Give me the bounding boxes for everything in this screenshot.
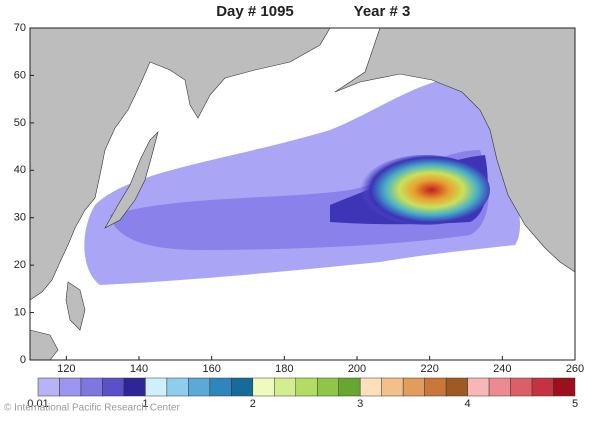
japan (104, 131, 159, 229)
colorbar-label: 5 (572, 398, 578, 410)
debris-mid (110, 150, 489, 250)
borneo (30, 329, 59, 360)
axes: 120 140 160 180 200 220 240 260 0 10 20 30 40 50 60 70 (14, 22, 584, 375)
y-tick-label: 60 (14, 69, 26, 81)
x-tick-label: 260 (566, 363, 584, 375)
colorbar-swatch (531, 377, 554, 397)
colorbar-label: 3 (357, 398, 363, 410)
x-tick-label: 200 (348, 363, 366, 375)
map-frame (29, 27, 576, 361)
colorbar-swatch (338, 377, 361, 397)
colorbar-swatch (381, 377, 404, 397)
y-tick-label: 70 (14, 22, 26, 34)
colorbar-label: 0.01 (27, 398, 48, 410)
debris-hotspot (360, 155, 490, 225)
colorbar-swatch (145, 377, 168, 397)
x-tick-label: 140 (130, 363, 148, 375)
colorbar-swatch (166, 377, 189, 397)
colorbar-label: 4 (465, 398, 471, 410)
y-tick-label: 30 (14, 212, 26, 224)
credit: © International Pacific Research Center (4, 403, 180, 414)
colorbar-swatch (274, 377, 297, 397)
year-label: Year # 3 (354, 3, 411, 20)
colorbar-swatch (59, 377, 82, 397)
colorbar-swatch (316, 377, 339, 397)
asia (30, 28, 331, 301)
colorbar-swatch (359, 377, 382, 397)
y-tick-label: 40 (14, 164, 26, 176)
colorbar-swatch (488, 377, 511, 397)
colorbar-swatch (102, 377, 125, 397)
colorbar-swatch (402, 377, 425, 397)
day-label: Day # 1095 (216, 3, 294, 20)
y-tick-label: 0 (20, 354, 26, 366)
colorbar-swatch (123, 377, 146, 397)
colorbar-label: 2 (250, 398, 256, 410)
y-tick-label: 10 (14, 306, 26, 318)
x-tick-label: 240 (493, 363, 511, 375)
philippines (65, 281, 86, 331)
x-tick-label: 160 (202, 363, 220, 375)
colorbar-swatch (553, 377, 576, 397)
x-tick-label: 220 (420, 363, 438, 375)
colorbar-swatch (231, 377, 254, 397)
colorbar-swatch (467, 377, 490, 397)
colorbar-swatch (445, 377, 468, 397)
colorbar-swatch (295, 377, 318, 397)
y-tick-label: 50 (14, 117, 26, 129)
x-tick-label: 120 (57, 363, 75, 375)
colorbar-swatch (80, 377, 103, 397)
colorbar-label: 1 (142, 398, 148, 410)
colorbar-swatch (209, 377, 232, 397)
colorbar-swatch (188, 377, 211, 397)
colorbar-swatch (424, 377, 447, 397)
north-america (334, 28, 575, 273)
x-tick-label: 180 (275, 363, 293, 375)
y-tick-label: 20 (14, 259, 26, 271)
colorbar: 0.01 1 2 3 4 5 (27, 377, 578, 410)
colorbar-swatch (510, 377, 533, 397)
colorbar-swatch (37, 377, 60, 397)
map (30, 28, 575, 360)
colorbar-swatch (252, 377, 275, 397)
